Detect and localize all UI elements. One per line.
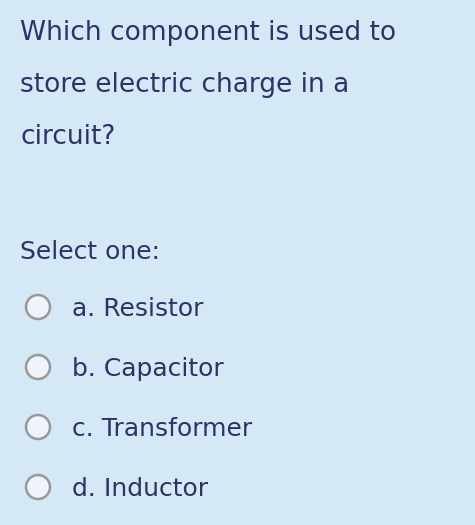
Text: store electric charge in a: store electric charge in a xyxy=(20,72,349,98)
Circle shape xyxy=(26,415,50,439)
Circle shape xyxy=(26,475,50,499)
Text: d. Inductor: d. Inductor xyxy=(72,477,208,501)
Text: circuit?: circuit? xyxy=(20,124,115,150)
Text: c. Transformer: c. Transformer xyxy=(72,417,252,441)
Text: a. Resistor: a. Resistor xyxy=(72,297,203,321)
Text: Select one:: Select one: xyxy=(20,240,160,264)
Circle shape xyxy=(26,295,50,319)
Text: Which component is used to: Which component is used to xyxy=(20,20,396,46)
Circle shape xyxy=(26,355,50,379)
Text: b. Capacitor: b. Capacitor xyxy=(72,357,224,381)
